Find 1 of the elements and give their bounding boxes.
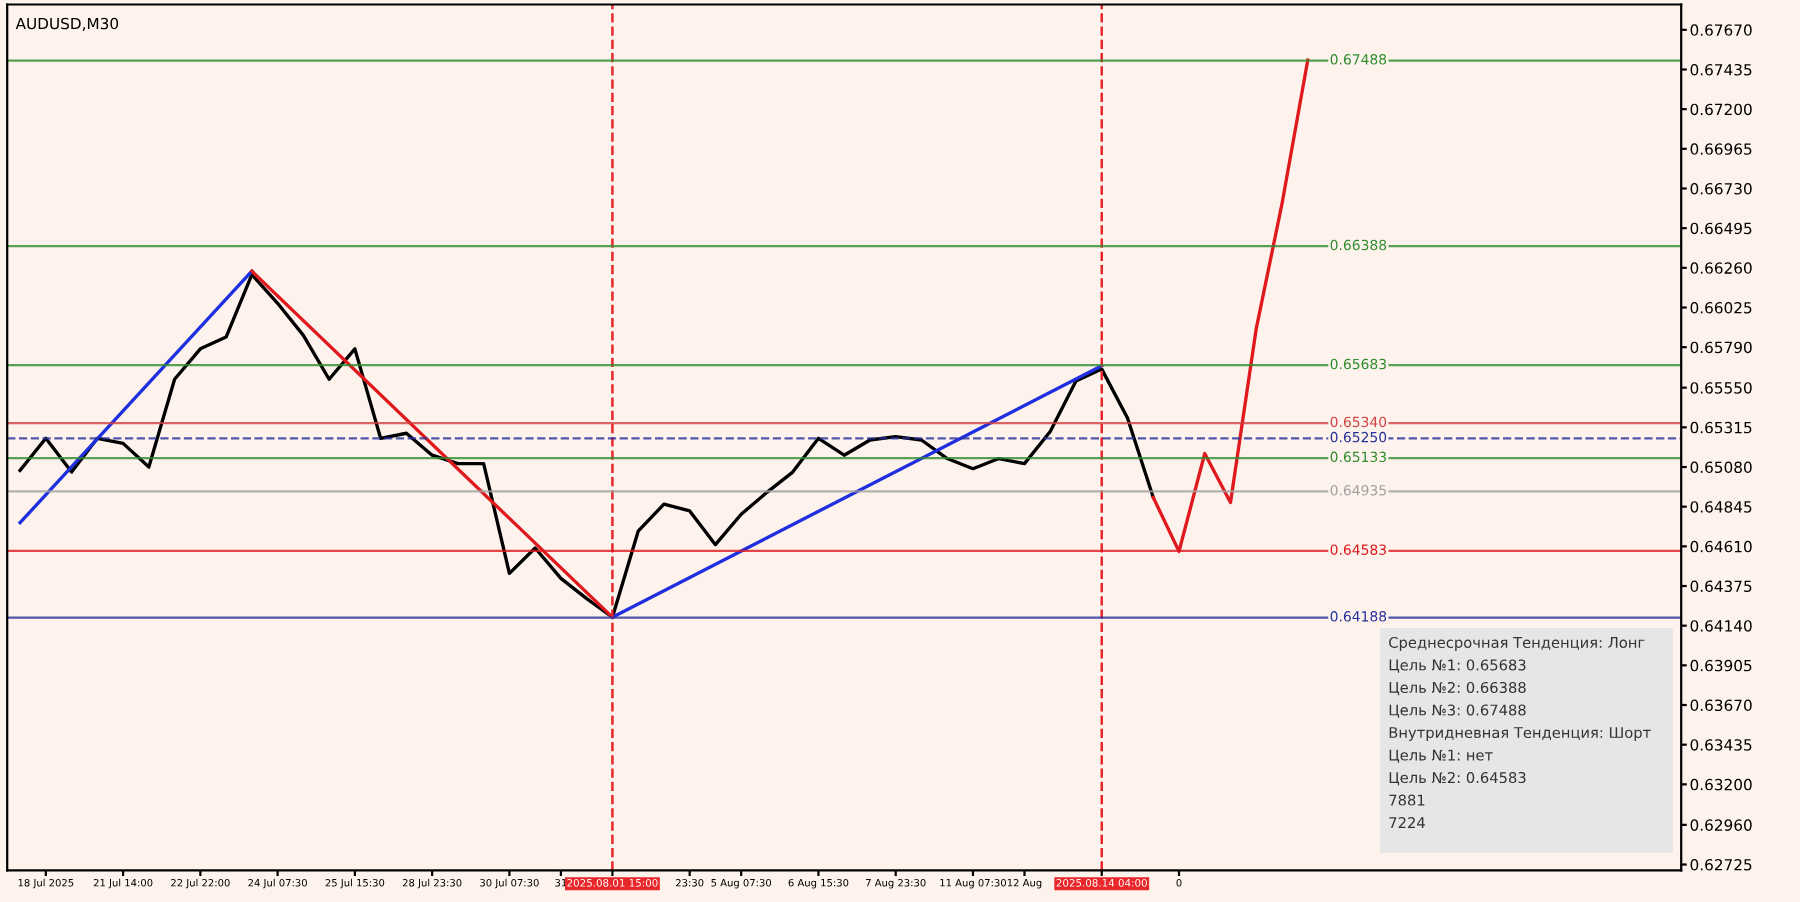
line-series: [18, 272, 1155, 619]
